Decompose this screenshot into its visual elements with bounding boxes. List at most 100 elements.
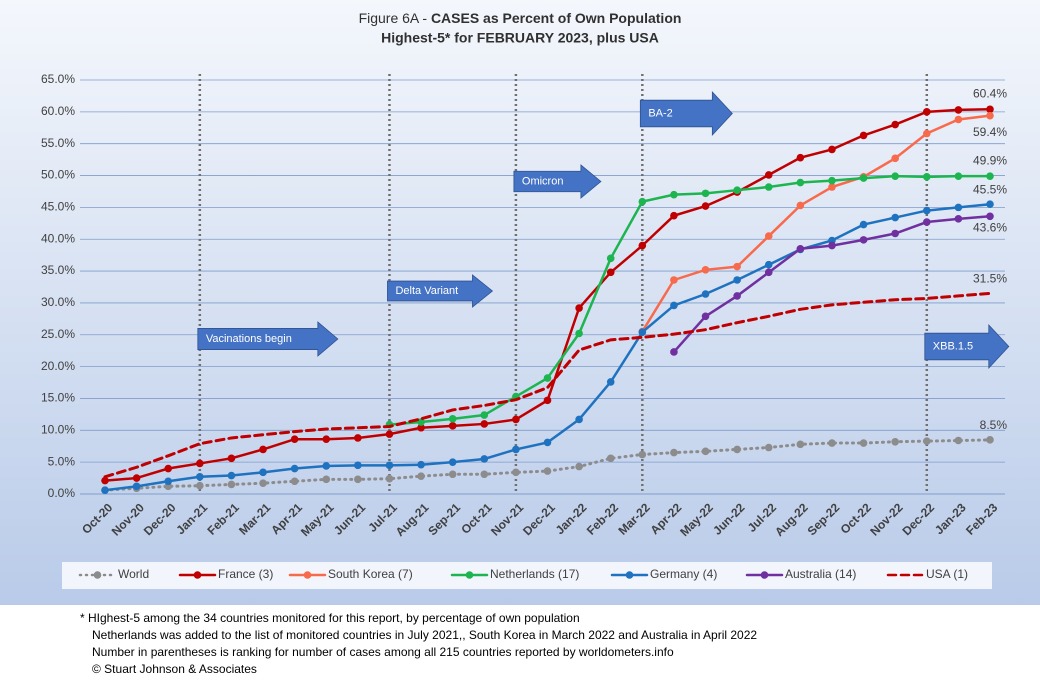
data-point [606, 454, 615, 463]
data-point [891, 120, 899, 129]
data-label: 8.5% [980, 418, 1008, 432]
data-point [480, 455, 489, 463]
data-label: 60.4% [973, 86, 1007, 100]
y-tick-label: 65.0% [41, 72, 75, 86]
event-arrow [387, 274, 494, 308]
data-point [859, 236, 868, 244]
legend-label: USA (1) [926, 567, 968, 581]
data-point [606, 254, 615, 263]
data-point [354, 434, 362, 442]
data-point [227, 454, 236, 463]
title-lead: Figure 6A - [359, 10, 431, 26]
data-point [922, 108, 931, 116]
data-point [954, 203, 963, 212]
footnote: Number in parentheses is ranking for num… [92, 645, 674, 659]
y-tick-label: 40.0% [41, 231, 75, 245]
data-label: 43.6% [973, 220, 1007, 234]
y-tick-label: 50.0% [41, 168, 75, 182]
data-point [543, 396, 552, 405]
data-point [828, 176, 836, 185]
data-point [638, 328, 647, 337]
data-point [922, 437, 931, 445]
footnote: © Stuart Johnson & Associates [92, 662, 257, 676]
data-point [764, 171, 773, 179]
data-point [417, 472, 425, 480]
data-point [196, 481, 204, 490]
data-point [385, 430, 394, 438]
data-point [922, 173, 931, 181]
data-point [670, 190, 678, 199]
data-point [259, 445, 267, 454]
data-point [922, 129, 931, 138]
data-label: 45.5% [973, 182, 1007, 196]
legend-marker [303, 571, 312, 579]
data-point [733, 292, 741, 300]
data-point [701, 266, 710, 274]
legend-box [62, 562, 992, 589]
data-point [828, 439, 836, 447]
y-tick-label: 0.0% [48, 486, 76, 500]
data-point [796, 244, 805, 253]
data-point [922, 218, 931, 226]
data-point [701, 312, 710, 321]
y-tick-label: 35.0% [41, 263, 75, 277]
data-point [575, 415, 583, 424]
data-point [259, 468, 267, 477]
data-point [512, 468, 520, 477]
event-label: Omicron [522, 175, 564, 187]
data-point [164, 477, 173, 486]
event-arrow [924, 323, 1010, 370]
y-tick-label: 5.0% [48, 454, 76, 468]
data-label: 59.4% [973, 125, 1007, 139]
data-point [859, 220, 868, 229]
data-point [227, 471, 236, 480]
data-point [290, 477, 299, 486]
data-point [132, 474, 141, 482]
event-arrow [639, 90, 733, 137]
data-point [385, 461, 394, 470]
data-point [859, 174, 868, 182]
data-point [986, 436, 994, 444]
data-point [322, 475, 331, 484]
data-point [354, 475, 362, 484]
data-point [891, 229, 899, 238]
series-line [388, 174, 992, 426]
data-point [986, 105, 994, 114]
data-point [322, 435, 331, 444]
data-point [385, 474, 394, 483]
data-point [670, 276, 678, 284]
data-point [448, 415, 457, 423]
data-point [796, 201, 805, 210]
data-label: 49.9% [973, 153, 1007, 167]
data-point [417, 460, 425, 469]
data-point [764, 443, 773, 452]
y-tick-label: 15.0% [41, 391, 75, 405]
y-tick-label: 55.0% [41, 136, 75, 150]
event-arrow [513, 164, 602, 199]
data-point [954, 215, 963, 223]
legend-label: World [118, 567, 149, 581]
event-label: Delta Variant [395, 285, 458, 297]
data-point [512, 415, 520, 424]
data-point [638, 197, 647, 206]
data-point [733, 186, 741, 194]
data-point [670, 211, 678, 220]
data-point [417, 423, 425, 432]
data-point [575, 304, 583, 312]
event-arrow [197, 321, 339, 357]
data-point [606, 268, 615, 277]
data-point [828, 145, 836, 154]
data-point [828, 241, 836, 250]
data-point [796, 440, 805, 449]
data-point [670, 301, 678, 310]
legend-label: Australia (14) [785, 567, 856, 581]
data-point [196, 459, 204, 468]
data-point [859, 131, 868, 140]
data-point [101, 476, 109, 485]
data-point [733, 262, 741, 271]
data-point [448, 458, 457, 466]
legend-label: Netherlands (17) [490, 567, 579, 581]
data-point [891, 172, 899, 180]
data-point [733, 276, 741, 284]
data-point [954, 115, 963, 124]
